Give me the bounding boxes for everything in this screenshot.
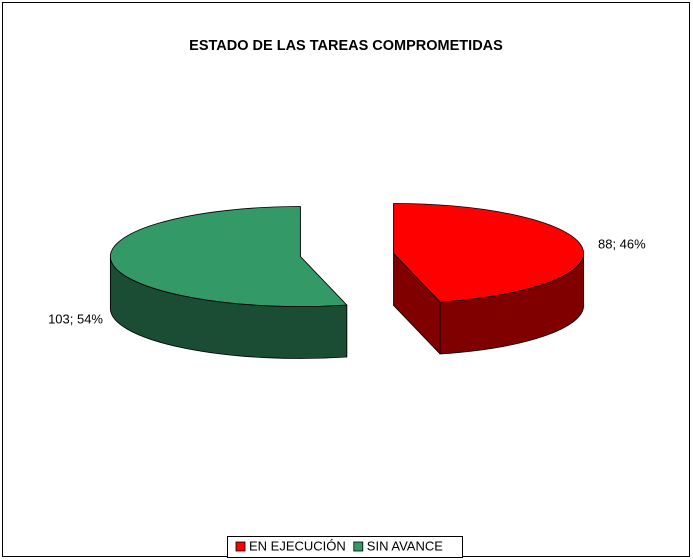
- legend-swatch: [235, 541, 246, 552]
- legend-box: [227, 536, 463, 558]
- legend-label: EN EJECUCIÓN: [249, 538, 346, 553]
- slice-top: [393, 203, 585, 303]
- chart-title: ESTADO DE LAS TAREAS COMPROMETIDAS: [189, 38, 503, 54]
- legend-swatch: [353, 541, 364, 552]
- slice-top: [110, 206, 348, 307]
- legend-label: SIN AVANCE: [367, 538, 443, 553]
- data-label: 88; 46%: [598, 236, 646, 251]
- data-label: 103; 54%: [48, 311, 103, 326]
